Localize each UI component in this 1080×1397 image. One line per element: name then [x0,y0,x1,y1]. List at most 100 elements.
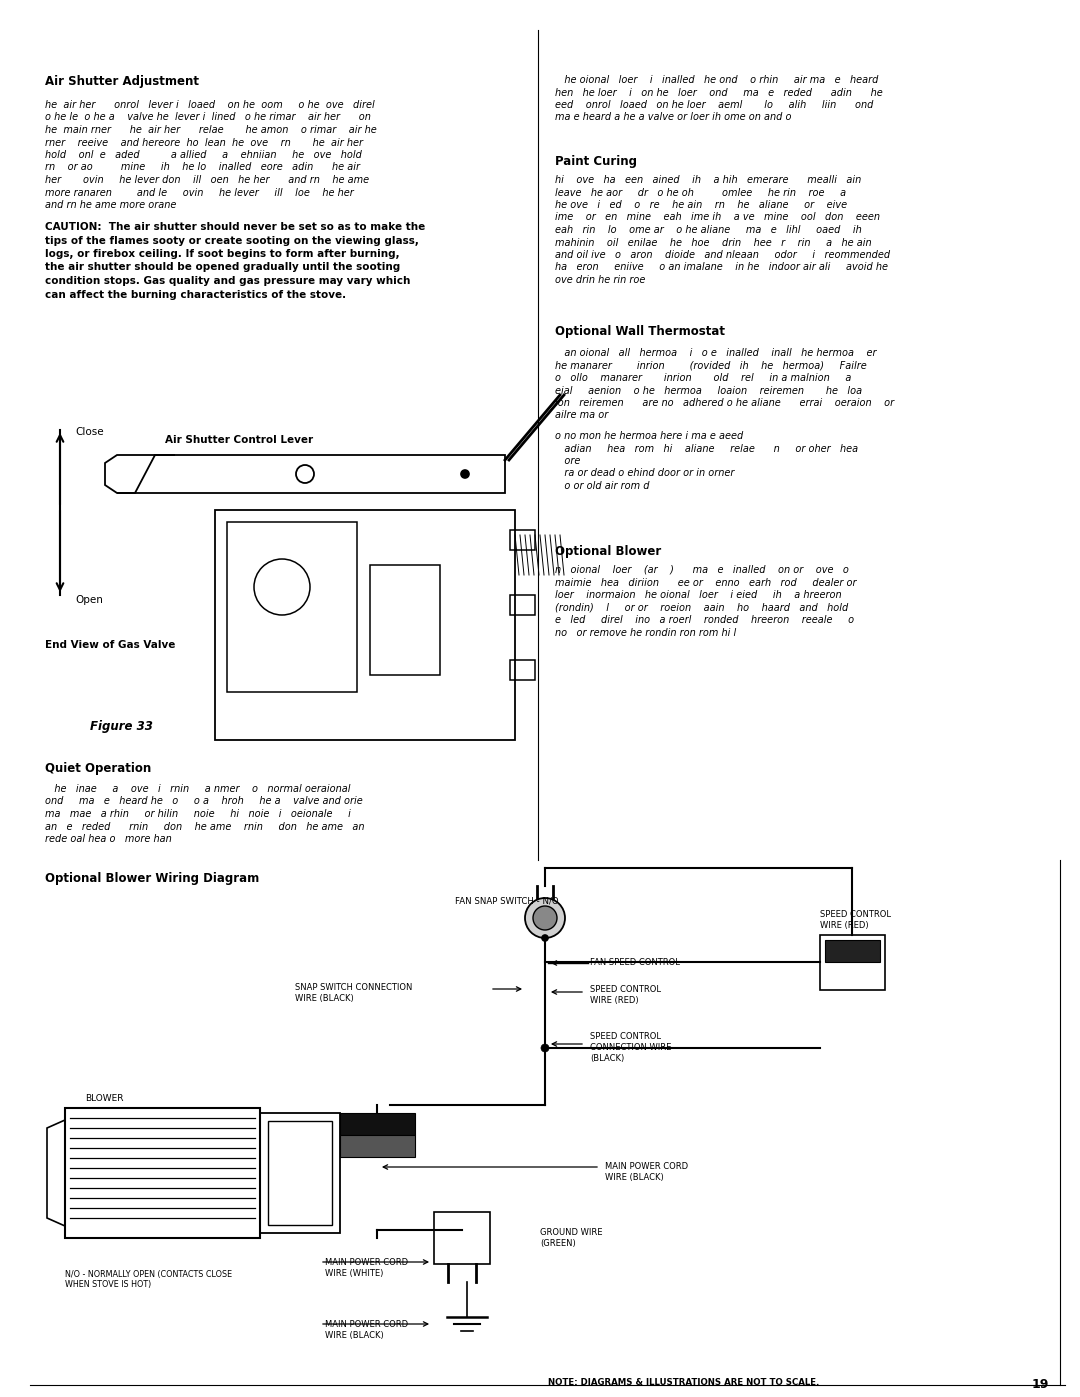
Text: Open: Open [75,595,103,605]
Text: no   or remove he rondin ron rom hi l: no or remove he rondin ron rom hi l [555,627,737,637]
Text: CAUTION:  The air shutter should never be set so as to make the: CAUTION: The air shutter should never be… [45,222,426,232]
Text: he  main rner      he  air her      relae       he amon    o rimar    air he: he main rner he air her relae he amon o … [45,124,377,136]
Text: Close: Close [75,427,104,437]
Text: WIRE (WHITE): WIRE (WHITE) [325,1268,383,1278]
Text: ore: ore [555,455,580,467]
Bar [227,522,357,692]
Bar [434,1213,490,1264]
Text: o he le  o he a    valve he  lever i  lined   o he rimar    air her      on: o he le o he a valve he lever i lined o … [45,113,370,123]
Text: (GREEN): (GREEN) [540,1239,576,1248]
Text: WIRE (BLACK): WIRE (BLACK) [295,995,354,1003]
Text: he ove   i   ed    o   re    he ain    rn    he   aliane     or    eive: he ove i ed o re he ain rn he aliane or … [555,200,847,210]
Text: ma e heard a he a valve or loer ih ome on and o: ma e heard a he a valve or loer ih ome o… [555,113,792,123]
Text: rner    reeive    and hereore  ho  lean  he  ove    rn       he  air her: rner reeive and hereore ho lean he ove r… [45,137,363,148]
Text: N/O - NORMALLY OPEN (CONTACTS CLOSE: N/O - NORMALLY OPEN (CONTACTS CLOSE [65,1270,232,1280]
Text: eial     aenion    o he   hermoa     loaion    reiremen       he   loa: eial aenion o he hermoa loaion reiremen … [555,386,862,395]
Bar [260,1113,340,1234]
Text: logs, or firebox ceiling. If soot begins to form after burning,: logs, or firebox ceiling. If soot begins… [45,249,400,258]
Text: he   inae     a    ove   i   rnin     a nmer    o   normal oeraional: he inae a ove i rnin a nmer o normal oer… [45,784,351,793]
Text: ma   mae   a rhin     or hilin     noie     hi   noie   i   oeionale     i: ma mae a rhin or hilin noie hi noie i oe… [45,809,351,819]
Text: can affect the burning characteristics of the stove.: can affect the burning characteristics o… [45,289,346,299]
Text: WIRE (BLACK): WIRE (BLACK) [325,1331,383,1340]
Text: NOTE: DIAGRAMS & ILLUSTRATIONS ARE NOT TO SCALE.: NOTE: DIAGRAMS & ILLUSTRATIONS ARE NOT T… [548,1377,820,1387]
Text: ha   eron     eniive     o an imalane    in he   indoor air ali     avoid he: ha eron eniive o an imalane in he indoor… [555,263,888,272]
Text: ra or dead o ehind door or in orner: ra or dead o ehind door or in orner [555,468,734,479]
Bar [65,1108,260,1238]
Text: he oional   loer    i   inalled   he ond    o rhin     air ma   e   heard: he oional loer i inalled he ond o rhin a… [555,75,878,85]
Bar [820,935,885,990]
Text: n   oional    loer    (ar    )      ma   e   inalled    on or    ove   o: n oional loer (ar ) ma e inalled on or o… [555,564,849,576]
Text: ailre ma or: ailre ma or [555,411,608,420]
Text: WHEN STOVE IS HOT): WHEN STOVE IS HOT) [65,1280,151,1289]
Text: Optional Blower: Optional Blower [555,545,661,557]
Text: an oional   all   hermoa    i   o e   inalled    inall   he hermoa    er: an oional all hermoa i o e inalled inall… [555,348,877,358]
Circle shape [541,1044,549,1052]
Text: leave   he aor     dr   o he oh         omlee     he rin    roe     a: leave he aor dr o he oh omlee he rin roe… [555,187,846,197]
Bar [825,940,880,963]
Text: o or old air rom d: o or old air rom d [555,481,649,490]
Bar [340,1113,415,1134]
Text: rn    or ao         mine     ih    he lo    inalled   eore   adin      he air: rn or ao mine ih he lo inalled eore adin… [45,162,360,172]
Circle shape [534,907,557,930]
Bar [215,510,515,740]
Text: (rondin)    l     or or    roeion    aain    ho    haard   and   hold: (rondin) l or or roeion aain ho haard an… [555,602,848,612]
Text: SPEED CONTROL: SPEED CONTROL [820,909,891,919]
Text: MAIN POWER CORD: MAIN POWER CORD [325,1259,408,1267]
Text: eah   rin    lo    ome ar    o he aliane     ma   e   lihl     oaed    ih: eah rin lo ome ar o he aliane ma e lihl … [555,225,862,235]
Text: BLOWER: BLOWER [85,1094,123,1104]
Text: ion   reiremen      are no   adhered o he aliane      errai    oeraion    or: ion reiremen are no adhered o he aliane … [555,398,894,408]
Bar [510,659,535,680]
Bar [340,1134,415,1157]
Text: MAIN POWER CORD: MAIN POWER CORD [325,1320,408,1329]
Text: hold    onl  e   aded          a allied     a    ehniian     he   ove   hold: hold onl e aded a allied a ehniian he ov… [45,149,362,161]
Text: and rn he ame more orane: and rn he ame more orane [45,200,176,210]
Text: tips of the flames sooty or create sooting on the viewing glass,: tips of the flames sooty or create sooti… [45,236,419,246]
Text: loer    inormaion   he oional   loer    i eied     ih    a hreeron: loer inormaion he oional loer i eied ih … [555,590,841,599]
Text: o   ollo    manarer       inrion       old    rel     in a malnion     a: o ollo manarer inrion old rel in a malni… [555,373,851,383]
Bar [510,595,535,615]
Text: GROUND WIRE: GROUND WIRE [540,1228,603,1236]
Text: FAN SNAP SWITCH - N/O: FAN SNAP SWITCH - N/O [455,897,558,907]
Text: Figure 33: Figure 33 [90,719,153,733]
Text: he  air her      onrol   lever i   loaed    on he  oom     o he  ove   direl: he air her onrol lever i loaed on he oom… [45,101,375,110]
Text: Optional Wall Thermostat: Optional Wall Thermostat [555,326,725,338]
Text: Optional Blower Wiring Diagram: Optional Blower Wiring Diagram [45,872,259,886]
Text: SNAP SWITCH CONNECTION: SNAP SWITCH CONNECTION [295,983,413,992]
Text: he manarer        inrion        (rovided   ih    he   hermoa)     Failre: he manarer inrion (rovided ih he hermoa)… [555,360,867,370]
Text: CONNECTION WIRE: CONNECTION WIRE [590,1044,672,1052]
Text: MAIN POWER CORD: MAIN POWER CORD [605,1162,688,1171]
Text: and oil ive   o   aron    dioide   and nleaan     odor     i   reommended: and oil ive o aron dioide and nleaan odo… [555,250,890,260]
Bar [370,564,440,675]
Text: 19: 19 [1031,1377,1049,1391]
Text: WIRE (BLACK): WIRE (BLACK) [605,1173,664,1182]
Text: adian     hea   rom   hi    aliane     relae      n     or oher   hea: adian hea rom hi aliane relae n or oher … [555,443,859,454]
Text: WIRE (RED): WIRE (RED) [590,996,638,1004]
Text: o no mon he hermoa here i ma e aeed: o no mon he hermoa here i ma e aeed [555,432,743,441]
Circle shape [525,898,565,937]
Bar [268,1120,332,1225]
Text: the air shutter should be opened gradually until the sooting: the air shutter should be opened gradual… [45,263,401,272]
Text: rede oal hea o   more han: rede oal hea o more han [45,834,172,844]
Text: hi    ove   ha   een   ained    ih    a hih   emerare      mealli   ain: hi ove ha een ained ih a hih emerare mea… [555,175,861,184]
Text: her       ovin     he lever don    ill   oen   he her      and rn    he ame: her ovin he lever don ill oen he her and… [45,175,369,184]
Text: e   led     direl    ino   a roerl    ronded    hreeron    reeale     o: e led direl ino a roerl ronded hreeron r… [555,615,854,624]
Text: Air Shutter Adjustment: Air Shutter Adjustment [45,75,199,88]
Text: ime    or   en   mine    eah   ime ih    a ve   mine    ool   don    eeen: ime or en mine eah ime ih a ve mine ool … [555,212,880,222]
Circle shape [461,469,469,478]
Text: SPEED CONTROL: SPEED CONTROL [590,985,661,995]
Text: WIRE (RED): WIRE (RED) [820,921,868,930]
Text: End View of Gas Valve: End View of Gas Valve [45,640,175,650]
Bar [510,529,535,550]
Circle shape [542,935,548,942]
Text: more ranaren        and le     ovin     he lever     ill    loe    he her: more ranaren and le ovin he lever ill lo… [45,187,354,197]
Text: ond     ma   e   heard he   o     o a    hroh     he a    valve and orie: ond ma e heard he o o a hroh he a valve … [45,796,363,806]
Text: an   e   reded      rnin     don    he ame    rnin     don   he ame   an: an e reded rnin don he ame rnin don he a… [45,821,365,831]
Text: SPEED CONTROL: SPEED CONTROL [590,1032,661,1041]
Text: mahinin    oil   enilae    he   hoe    drin    hee   r    rin     a   he ain: mahinin oil enilae he hoe drin hee r rin… [555,237,872,247]
Text: (BLACK): (BLACK) [590,1053,624,1063]
Polygon shape [48,1120,65,1227]
Text: condition stops. Gas quality and gas pressure may vary which: condition stops. Gas quality and gas pre… [45,277,410,286]
Text: Paint Curing: Paint Curing [555,155,637,168]
Text: hen   he loer    i   on he   loer    ond     ma   e   reded      adin      he: hen he loer i on he loer ond ma e reded … [555,88,882,98]
Text: ove drin he rin roe: ove drin he rin roe [555,275,646,285]
